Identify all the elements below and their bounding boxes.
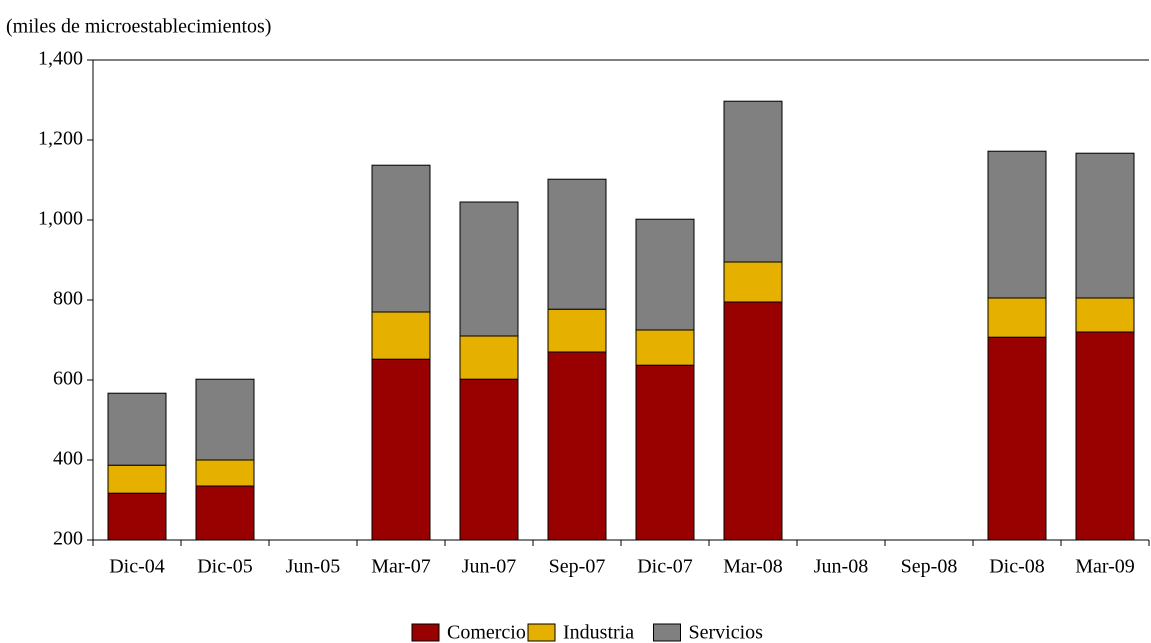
x-tick-label: Jun-05 [286,556,340,578]
x-tick-label: Mar-09 [1075,556,1135,578]
y-tick-label: 400 [53,448,83,470]
legend-swatch [653,623,681,642]
x-tick-label: Jun-08 [814,556,868,578]
bar-segment [459,335,519,380]
legend-swatch [527,623,556,642]
bar-segment [987,150,1047,299]
bar-segment [1075,331,1135,541]
x-tick-label: Dic-07 [637,556,693,578]
x-tick-label: Dic-08 [989,556,1045,578]
bar-segment [547,308,607,353]
bar-segment [371,358,431,541]
bar-segment [723,261,783,303]
x-tick-label: Mar-08 [723,556,783,578]
bar-segment [547,351,607,541]
legend-swatch [411,623,440,642]
x-tick-label: Dic-04 [109,556,165,578]
bar-segment [635,364,695,541]
legend-label: Comercio [447,622,526,643]
y-tick-label: 600 [53,368,83,390]
y-tick-label: 1,000 [38,208,83,230]
bar-segment [723,301,783,541]
x-tick-label: Mar-07 [371,556,431,578]
bar-segment [195,485,255,541]
bar-segment [371,164,431,313]
legend-label: Industria [563,622,634,643]
bar-segment [987,336,1047,541]
y-axis-label: (miles de microestablecimientos) [6,16,271,38]
bar-segment [107,464,167,494]
y-tick-label: 1,400 [38,48,83,70]
bar-segment [635,329,695,366]
x-tick-label: Sep-08 [901,556,958,578]
bar-segment [459,378,519,541]
y-tick-label: 800 [53,288,83,310]
bar-segment [1075,152,1135,299]
bar-segment [195,378,255,461]
bar-segment [1075,297,1135,333]
y-tick-label: 200 [53,528,83,550]
bar-segment [459,201,519,337]
bar-segment [547,178,607,310]
y-tick-label: 1,200 [38,128,83,150]
x-tick-label: Dic-05 [197,556,253,578]
bar-segment [195,459,255,487]
bar-segment [371,311,431,360]
bar-segment [987,297,1047,338]
bar-segment [723,100,783,263]
legend-label: Servicios [689,622,764,643]
x-tick-label: Sep-07 [549,556,606,578]
bar-segment [635,218,695,331]
bar-segment [107,492,167,541]
bar-segment [107,392,167,466]
x-tick-label: Jun-07 [462,556,516,578]
